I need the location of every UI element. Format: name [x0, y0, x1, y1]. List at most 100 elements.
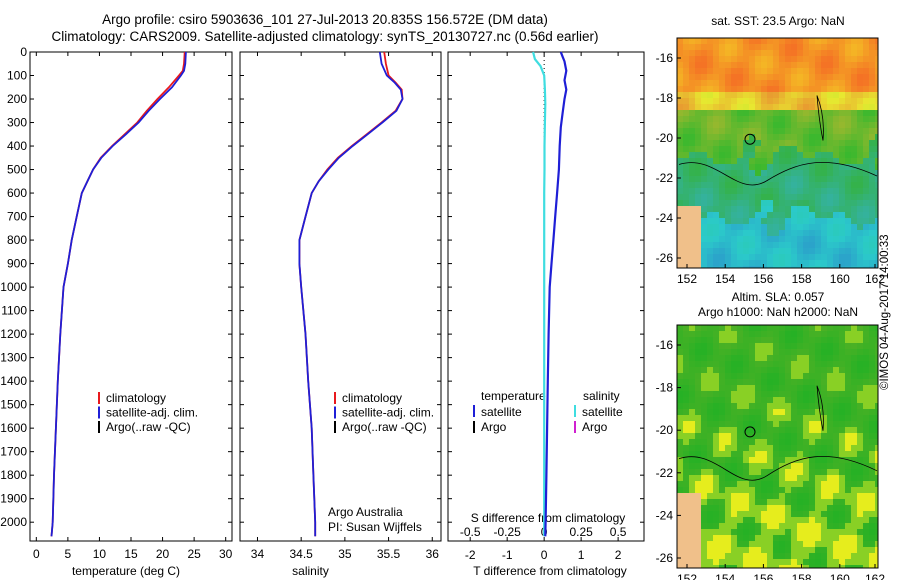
map-cell	[815, 194, 821, 200]
map-cell	[779, 367, 785, 373]
map-cell	[743, 50, 749, 56]
map-cell	[851, 212, 857, 218]
map-cell	[863, 248, 869, 254]
map-cell	[761, 164, 767, 170]
map-cell	[767, 517, 773, 523]
map-cell	[809, 565, 815, 568]
map-cell	[761, 433, 767, 439]
map-cell	[737, 511, 743, 517]
map-cell	[707, 397, 713, 403]
map-cell	[809, 254, 815, 260]
map-cell	[713, 230, 719, 236]
map-y-tick-label: -22	[656, 466, 674, 480]
map-cell	[779, 529, 785, 535]
map-cell	[737, 403, 743, 409]
map-cell	[755, 110, 761, 116]
map-cell	[779, 517, 785, 523]
map-cell	[713, 38, 719, 44]
map-cell	[821, 379, 827, 385]
map-cell	[857, 439, 863, 445]
map-cell	[677, 248, 683, 254]
map-cell	[767, 68, 773, 74]
map-cell	[785, 170, 791, 176]
map-cell	[809, 146, 815, 152]
map-cell	[677, 505, 683, 511]
map-cell	[803, 535, 809, 541]
map-cell	[731, 541, 737, 547]
map-cell	[863, 421, 869, 427]
map-cell	[869, 325, 875, 331]
map-cell	[683, 343, 689, 349]
x-tick-label: 25	[187, 547, 201, 561]
map-cell	[851, 104, 857, 110]
map-cell	[725, 44, 731, 50]
map-cell	[743, 481, 749, 487]
y-tick-label: 1400	[0, 374, 27, 388]
map-cell	[737, 457, 743, 463]
map-cell	[875, 349, 878, 355]
map-cell	[845, 68, 851, 74]
map-cell	[677, 367, 683, 373]
map-cell	[809, 445, 815, 451]
map-cell	[809, 80, 815, 86]
map-cell	[743, 421, 749, 427]
map-cell	[701, 92, 707, 98]
map-cell	[755, 164, 761, 170]
map-cell	[827, 74, 833, 80]
map-cell	[731, 373, 737, 379]
map-cell	[695, 403, 701, 409]
map-cell	[683, 104, 689, 110]
map-cell	[839, 451, 845, 457]
map-cell	[833, 409, 839, 415]
map-cell	[803, 487, 809, 493]
map-cell	[779, 98, 785, 104]
map-cell	[797, 200, 803, 206]
map-cell	[689, 415, 695, 421]
map-cell	[875, 170, 878, 176]
map-cell	[803, 397, 809, 403]
map-cell	[779, 481, 785, 487]
map-cell	[791, 475, 797, 481]
map-cell	[803, 38, 809, 44]
map-cell	[695, 206, 701, 212]
map-cell	[749, 248, 755, 254]
map-cell	[773, 182, 779, 188]
map-cell	[743, 349, 749, 355]
map-cell	[857, 74, 863, 80]
map-cell	[707, 385, 713, 391]
map-cell	[815, 343, 821, 349]
map-cell	[761, 56, 767, 62]
map-cell	[761, 445, 767, 451]
map-cell	[845, 349, 851, 355]
map-cell	[719, 463, 725, 469]
map-cell	[803, 80, 809, 86]
map-cell	[725, 427, 731, 433]
map-cell	[845, 182, 851, 188]
map-cell	[695, 146, 701, 152]
map-cell	[701, 385, 707, 391]
map-cell	[869, 451, 875, 457]
map-cell	[839, 188, 845, 194]
map-cell	[701, 559, 707, 565]
map-cell	[827, 403, 833, 409]
map-cell	[731, 331, 737, 337]
map-cell	[875, 74, 878, 80]
map-cell	[713, 170, 719, 176]
map-cell	[845, 134, 851, 140]
map-cell	[749, 361, 755, 367]
map-cell	[683, 140, 689, 146]
map-cell	[773, 86, 779, 92]
map-cell	[761, 134, 767, 140]
map-cell	[767, 242, 773, 248]
map-cell	[713, 505, 719, 511]
map-cell	[827, 325, 833, 331]
map-cell	[713, 92, 719, 98]
map-cell	[821, 242, 827, 248]
map-cell	[683, 373, 689, 379]
map-cell	[803, 475, 809, 481]
map-cell	[803, 361, 809, 367]
map-cell	[833, 260, 839, 266]
map-cell	[695, 128, 701, 134]
map-cell	[815, 355, 821, 361]
map-cell	[791, 379, 797, 385]
